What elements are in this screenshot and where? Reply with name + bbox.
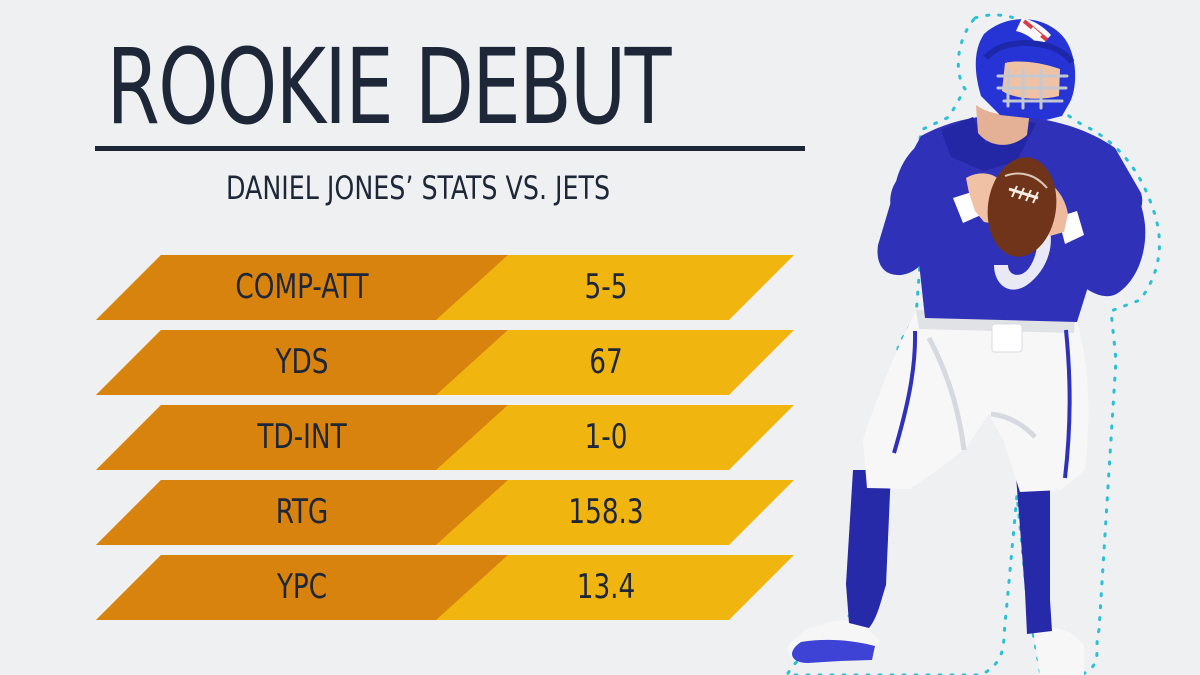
- football-icon: [987, 157, 1057, 257]
- stat-label: YDS: [275, 342, 329, 382]
- stat-row-td-int: TD-INT 1-0: [96, 405, 794, 470]
- stat-value: 1-0: [584, 417, 628, 457]
- stat-band: [96, 555, 794, 620]
- stat-row-comp-att: COMP-ATT 5-5: [96, 255, 794, 320]
- stat-band: [96, 405, 794, 470]
- title-underline: [95, 146, 805, 151]
- stat-row-ypc: YPC 13.4: [96, 555, 794, 620]
- stat-row-rtg: RTG 158.3: [96, 480, 794, 545]
- stat-band: [96, 330, 794, 395]
- stat-value: 158.3: [568, 492, 644, 532]
- stat-label: RTG: [275, 492, 329, 532]
- label-band: [96, 480, 508, 545]
- stat-value: 67: [589, 342, 623, 382]
- label-band: [96, 255, 508, 320]
- subtitle: DANIEL JONES’ STATS VS. JETS: [226, 169, 611, 207]
- stat-value: 5-5: [584, 267, 628, 307]
- stat-row-yds: YDS 67: [96, 330, 794, 395]
- player-pants: [863, 310, 1089, 492]
- stat-label: TD-INT: [257, 417, 347, 457]
- label-band: [96, 555, 508, 620]
- player-image: [785, 13, 1161, 675]
- page-title: ROOKIE DEBUT: [106, 26, 671, 148]
- stat-label: YPC: [276, 567, 328, 607]
- right-shoe: [1033, 627, 1084, 675]
- label-band: [96, 330, 508, 395]
- stat-band: [96, 480, 794, 545]
- label-band: [96, 405, 508, 470]
- stat-band: [96, 255, 794, 320]
- stat-label: COMP-ATT: [235, 267, 369, 307]
- stat-value: 13.4: [576, 567, 636, 607]
